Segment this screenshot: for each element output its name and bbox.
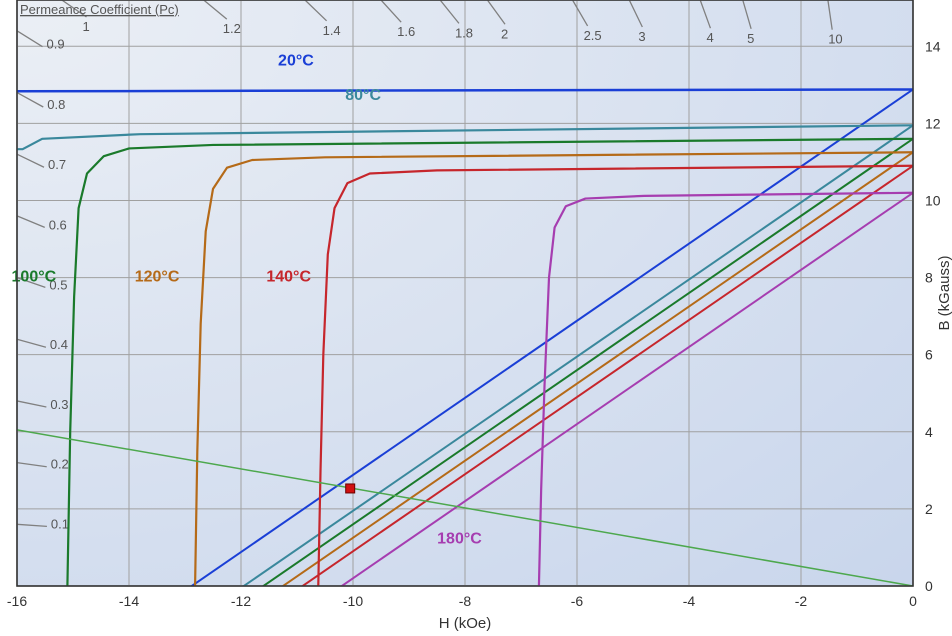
pc-tick-label: 2.5	[584, 28, 602, 43]
pc-tick-label: 4	[706, 30, 713, 45]
series-label-120: 120°C	[135, 268, 180, 285]
pc-tick-label: 0.2	[51, 457, 69, 472]
x-tick-label: 0	[909, 593, 917, 609]
operating-point-marker	[346, 484, 355, 493]
y-tick-label: 8	[925, 270, 933, 286]
series-label-20: 20°C	[278, 53, 314, 70]
x-tick-label: -2	[795, 593, 808, 609]
x-tick-label: -8	[459, 593, 472, 609]
series-label-100: 100°C	[12, 268, 57, 285]
y-tick-label: 6	[925, 347, 933, 363]
y-tick-label: 2	[925, 501, 933, 517]
x-tick-label: -12	[231, 593, 251, 609]
y-tick-label: 12	[925, 115, 941, 131]
bh-demag-chart: 0.10.20.30.40.50.60.70.80.911.21.41.61.8…	[0, 0, 952, 636]
x-tick-label: -14	[119, 593, 139, 609]
pc-tick-label: 1.2	[223, 21, 241, 36]
y-tick-label: 10	[925, 192, 941, 208]
x-tick-label: -10	[343, 593, 363, 609]
y-tick-label: 14	[925, 38, 941, 54]
pc-tick-label: 0.8	[47, 97, 65, 112]
pc-tick-label: 3	[638, 29, 645, 44]
y-axis-title: B (kGauss)	[936, 255, 952, 330]
pc-tick-label: 0.7	[48, 157, 66, 172]
x-tick-label: -16	[7, 593, 27, 609]
pc-axis-title: Permeance Coefficient (Pc)	[20, 2, 179, 17]
pc-tick-label: 10	[828, 32, 842, 47]
pc-tick-label: 1.4	[323, 23, 341, 38]
pc-tick-label: 0.6	[49, 217, 67, 232]
pc-tick-label: 2	[501, 26, 508, 41]
y-tick-label: 4	[925, 424, 933, 440]
pc-tick-label: 1	[83, 19, 90, 34]
x-tick-label: -6	[571, 593, 584, 609]
pc-tick-label: 0.1	[51, 516, 69, 531]
series-label-180: 180°C	[437, 531, 482, 548]
pc-tick-label: 5	[747, 31, 754, 46]
y-tick-label: 0	[925, 578, 933, 594]
x-axis-title: H (kOe)	[439, 615, 492, 632]
series-label-140: 140°C	[266, 268, 311, 285]
pc-tick-label: 1.8	[455, 25, 473, 40]
pc-tick-label: 0.9	[47, 37, 65, 52]
x-tick-label: -4	[683, 593, 696, 609]
series-label-80: 80°C	[345, 87, 381, 104]
pc-tick-label: 0.3	[50, 397, 68, 412]
pc-tick-label: 0.4	[50, 337, 68, 352]
pc-tick-label: 1.6	[397, 24, 415, 39]
